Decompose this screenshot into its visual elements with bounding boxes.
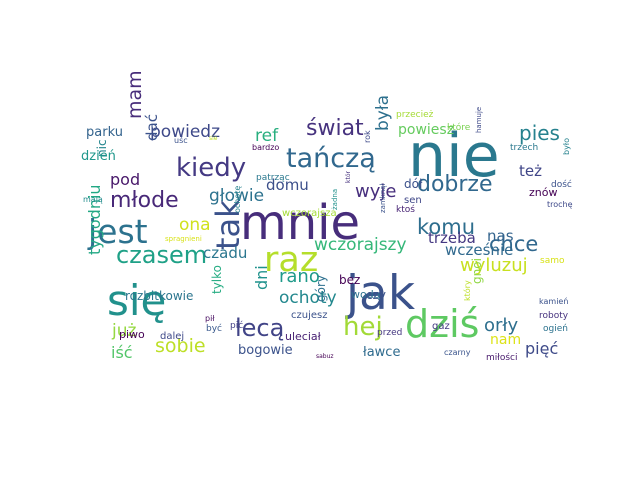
word-tez: też [519,162,542,180]
word-dol: dół [404,177,423,191]
word-ochote: ochotę [233,185,242,213]
word-domu: domu [266,176,309,194]
word-milosci: miłości [486,353,518,363]
word-juz: już [112,321,137,341]
word-nas: nas [487,227,514,245]
word-wyluzuj: wyluzuj [460,255,528,276]
word-gnoi: gnoi [470,258,484,284]
word-bylo: było [562,138,571,155]
word-ogien: ogień [543,324,568,334]
word-przeciez: przecież [396,110,434,120]
word-czasem: czasem [116,241,208,269]
word-hamuje: hamuje [475,106,483,133]
word-mam: mam [124,70,146,119]
word-lecą: lecą [235,314,285,342]
word-spragnieni: spragnieni [165,235,202,243]
word-piwo: piwo [119,328,145,341]
word-orly: orły [484,315,519,336]
word-przed: przed [377,328,403,338]
word-chce: chce [489,232,539,256]
word-dni: dni [252,265,271,290]
word-raz: raz [264,240,319,280]
word-dalej: dalej [160,331,185,342]
word-wczesnie: wcześnie [445,241,514,259]
word-sobie: sobie [155,335,206,357]
word-piec: pięć [525,339,559,358]
word-ktos: ktoś [396,205,415,215]
word-ona: ona [179,215,211,235]
word-maja: mają [83,195,103,204]
word-lawce: ławce [363,345,401,360]
word-roboty: roboty [539,311,569,321]
word-pil: pił [205,314,215,323]
word-dosc: dość [551,180,572,190]
word-sen: sen [404,195,422,206]
word-bogowie: bogowie [238,343,293,358]
word-byc: być [206,324,222,334]
word-gaz: gaz [432,321,450,332]
word-wyje: wyje [355,181,397,202]
word-ochoty: ochoty [279,288,337,308]
word-sabuz: sabuz [316,353,334,360]
word-dzien: dzień [81,149,116,164]
word-bardzo: bardzo [252,143,280,152]
word-ref: ref [255,126,279,146]
word-samo: samo [540,256,565,266]
word-czujesz: czujesz [291,310,328,321]
word-nam: nam [490,332,522,348]
word-troche: trochę [547,200,573,209]
word-nie: nie [408,121,500,191]
word-kotory: któr [345,171,352,183]
word-sie2: sie [209,135,218,142]
word-zamknal: zamknął [379,183,387,213]
word-byla: była [373,94,393,131]
word-tancza: tańczą [286,143,376,174]
word-glowie: głowie [209,186,265,206]
word-trzeba: trzeba [428,229,476,247]
word-czarny: czarny [444,348,471,357]
word-ktory: który [463,280,472,301]
word-swiat: świat [306,116,364,141]
word-usc: uśc [174,136,188,145]
word-pies: pies [519,121,560,145]
word-dobrze: dobrze [417,172,493,197]
word-rozbitkowie: rozbitkowie [125,289,194,303]
word-znow: znów [529,186,558,199]
word-ulecial: uleciał [285,330,321,343]
word-tylko: tylko [210,264,224,294]
word-wczorajsza: wczorajsza [282,208,337,219]
word-wczorajszy: wczorajszy [314,235,407,255]
word-isc: iść [111,343,133,362]
word-gory: góry [314,275,328,302]
word-dac: dać [143,114,161,141]
word-pod: pod [110,170,141,189]
word-parku: parku [86,125,123,140]
word-pic: pić [230,321,244,331]
word-mnie: mnie [240,195,361,251]
word-woda: wodą [351,288,381,301]
word-zadna: żadna [331,188,339,210]
word-kamien: kamień [539,297,569,306]
word-jak: jak [346,266,416,321]
word-powiesz: powiesz [398,122,455,138]
word-patrzac: patrząc [256,173,290,183]
word-bez: bez [339,273,361,287]
word-mlode: młode [110,188,179,213]
word-trzech: trzech [510,143,539,153]
word-ktore: które [447,123,471,133]
word-czadu: czadu [203,244,248,262]
word-komu: komu [417,215,476,239]
word-jest: jest [88,212,148,251]
word-sie: się [107,276,167,325]
word-dzis: dziś [405,302,480,346]
word-kiedy: kiedy [176,153,247,183]
word-hej: hej [343,312,383,342]
word-rano: rano [279,266,320,287]
word-czy: czy [366,288,386,302]
word-powiedz: powiedz [150,122,220,142]
word-rok: rok [363,130,372,143]
